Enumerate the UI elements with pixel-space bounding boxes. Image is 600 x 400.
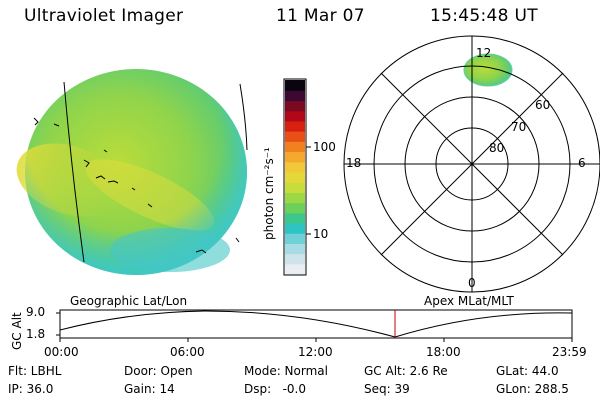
status-glat: GLat: 44.0 — [496, 364, 559, 378]
meridian-line — [63, 81, 85, 263]
colorbar-swatch — [285, 233, 305, 244]
status-filter: Flt: LBHL — [8, 364, 62, 378]
status-gc-alt: GC Alt: 2.6 Re — [364, 364, 448, 378]
status-door: Door: Open — [124, 364, 193, 378]
polar-auroral-patch — [463, 53, 513, 87]
altitude-plot — [56, 309, 573, 342]
polar-mlat-mlt-plot — [343, 35, 600, 293]
polar-diagonal-line — [380, 72, 564, 256]
colorbar-swatch — [285, 110, 305, 122]
colorbar-swatch — [285, 182, 305, 193]
polar-lat-80-label: 80 — [489, 141, 505, 155]
uv-lower-limb — [110, 228, 230, 272]
intensity-colorbar — [283, 78, 311, 276]
left-map-label: Geographic Lat/Lon — [70, 294, 188, 308]
time-tick-18: 18:00 — [426, 345, 461, 359]
colorbar-swatch — [285, 222, 305, 234]
colorbar-unit-label: photon cm⁻²s⁻¹ — [262, 147, 276, 240]
colorbar-swatch — [285, 202, 305, 214]
altitude-plot-frame — [59, 309, 573, 339]
altitude-axis-label: GC Alt — [10, 312, 24, 350]
polar-mlt-0-label: 0 — [468, 276, 476, 290]
colorbar-swatch — [285, 90, 305, 102]
colorbar-label-100: 100 — [313, 140, 336, 154]
observation-date: 11 Mar 07 — [276, 6, 365, 26]
polar-mlt-12-label: 12 — [476, 46, 492, 60]
colorbar-swatch — [285, 161, 305, 173]
time-tick-06: 06:00 — [170, 345, 205, 359]
altitude-y-tick-9: 9.0 — [26, 305, 46, 319]
colorbar-swatch — [285, 243, 305, 255]
altitude-curve — [59, 310, 573, 338]
instrument-title: Ultraviolet Imager — [24, 6, 184, 26]
altitude-x-ticks — [56, 312, 573, 342]
status-dsp: Dsp: -0.0 — [244, 382, 307, 396]
meridian-line — [239, 83, 248, 151]
time-tick-12: 12:00 — [298, 345, 333, 359]
colorbar-swatch — [285, 171, 305, 183]
colorbar-swatch — [285, 120, 305, 132]
colorbar-frame — [283, 78, 307, 276]
time-tick-2359: 23:59 — [552, 345, 587, 359]
colorbar-swatch — [285, 80, 305, 91]
status-mode: Mode: Normal — [244, 364, 328, 378]
status-seq: Seq: 39 — [364, 382, 410, 396]
colorbar-swatch — [285, 253, 305, 265]
time-tick-00: 00:00 — [44, 345, 79, 359]
colorbar-swatch — [285, 131, 305, 142]
colorbar-swatch — [285, 151, 305, 163]
colorbar-label-10: 10 — [313, 227, 329, 241]
coastlines — [33, 117, 240, 254]
altitude-y-tick-1-8: 1.8 — [26, 327, 46, 341]
colorbar-swatch — [285, 263, 305, 275]
colorbar-swatch — [285, 141, 305, 153]
uv-limb — [25, 69, 247, 275]
status-gain: Gain: 14 — [124, 382, 175, 396]
colorbar-swatch — [285, 192, 305, 204]
colorbar-swatch — [285, 100, 305, 112]
polar-lat-60-label: 60 — [535, 98, 551, 112]
uv-earth-image — [16, 69, 248, 275]
right-map-label: Apex MLat/MLT — [424, 294, 514, 308]
polar-mlt-6-label: 6 — [578, 156, 586, 170]
polar-lat-70-label: 70 — [511, 120, 527, 134]
status-ip: IP: 36.0 — [8, 382, 54, 396]
colorbar-swatch — [285, 212, 305, 224]
observation-time: 15:45:48 UT — [430, 6, 538, 26]
status-glon: GLon: 288.5 — [496, 382, 569, 396]
polar-mlt-18-label: 18 — [346, 156, 362, 170]
